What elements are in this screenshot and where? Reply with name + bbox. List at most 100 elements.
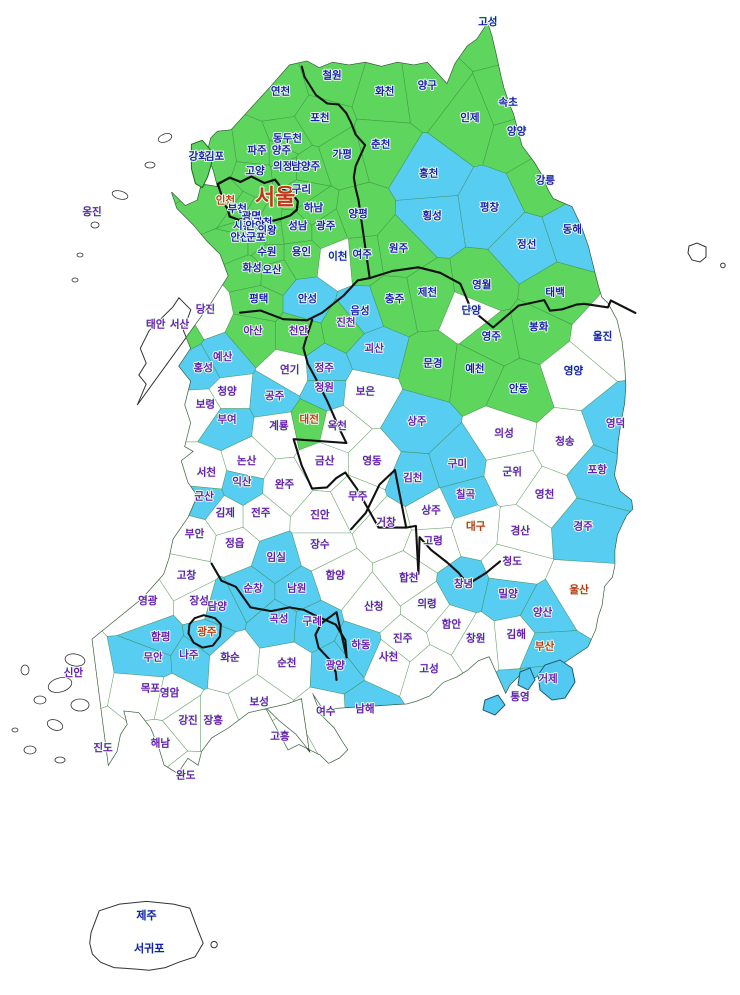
svg-text:정읍: 정읍	[225, 537, 245, 550]
svg-text:옥천: 옥천	[328, 419, 347, 432]
svg-text:울산: 울산	[569, 583, 589, 596]
svg-text:보성: 보성	[250, 695, 269, 708]
svg-text:문경: 문경	[423, 357, 442, 370]
svg-text:고양: 고양	[245, 165, 265, 177]
svg-text:경산: 경산	[511, 524, 531, 537]
svg-text:담양: 담양	[208, 599, 228, 612]
svg-text:계룡: 계룡	[269, 419, 289, 432]
svg-text:화순: 화순	[220, 651, 240, 664]
svg-text:장흥: 장흥	[204, 714, 224, 727]
svg-text:청원: 청원	[315, 380, 334, 393]
svg-text:의령: 의령	[417, 597, 436, 610]
svg-text:괴산: 괴산	[364, 341, 384, 354]
svg-text:사천: 사천	[379, 650, 398, 663]
svg-text:구리: 구리	[292, 183, 311, 196]
svg-text:산청: 산청	[364, 599, 383, 612]
svg-text:가평: 가평	[333, 148, 352, 161]
svg-text:화천: 화천	[375, 85, 394, 98]
svg-text:군위: 군위	[503, 465, 522, 478]
svg-text:순창: 순창	[243, 581, 263, 594]
svg-text:광주: 광주	[197, 626, 217, 638]
svg-text:천안: 천안	[289, 324, 309, 337]
svg-text:이천: 이천	[328, 250, 347, 263]
svg-text:완주: 완주	[275, 478, 295, 491]
svg-text:청양: 청양	[217, 385, 237, 398]
svg-text:고흥: 고흥	[270, 730, 290, 743]
svg-text:울진: 울진	[593, 329, 612, 342]
svg-text:진천: 진천	[336, 315, 355, 328]
svg-text:강릉: 강릉	[536, 173, 556, 186]
svg-text:강진: 강진	[178, 714, 197, 727]
svg-text:정선: 정선	[517, 238, 536, 251]
svg-text:군포: 군포	[246, 232, 266, 244]
svg-text:함평: 함평	[151, 630, 170, 643]
svg-text:칠곡: 칠곡	[456, 487, 476, 500]
svg-text:상주: 상주	[407, 414, 427, 427]
svg-text:아산: 아산	[243, 324, 263, 337]
svg-text:서귀포: 서귀포	[134, 941, 164, 955]
svg-text:보은: 보은	[356, 386, 376, 398]
svg-text:하남: 하남	[304, 201, 324, 214]
svg-text:영양: 영양	[564, 364, 584, 377]
svg-text:통영: 통영	[510, 690, 529, 703]
svg-text:창원: 창원	[466, 632, 485, 645]
svg-text:군산: 군산	[194, 489, 214, 502]
svg-text:제주: 제주	[136, 908, 156, 922]
svg-text:횡성: 횡성	[422, 209, 441, 222]
svg-text:양평: 양평	[348, 207, 367, 220]
svg-text:용인: 용인	[292, 245, 311, 258]
svg-text:고성: 고성	[478, 15, 497, 28]
svg-text:진도: 진도	[93, 741, 113, 754]
svg-text:김해: 김해	[507, 628, 526, 641]
svg-text:광양: 광양	[326, 659, 346, 671]
svg-text:구례: 구례	[303, 615, 322, 628]
svg-text:함양: 함양	[326, 569, 346, 582]
svg-text:서울: 서울	[255, 185, 295, 210]
svg-text:양주: 양주	[272, 145, 292, 157]
svg-text:성남: 성남	[288, 219, 308, 232]
svg-text:양산: 양산	[533, 605, 553, 618]
svg-text:남해: 남해	[355, 702, 374, 715]
svg-text:청송: 청송	[555, 435, 575, 448]
svg-text:여주: 여주	[353, 247, 373, 260]
svg-text:안성: 안성	[298, 292, 317, 305]
svg-text:해남: 해남	[151, 737, 171, 750]
svg-text:남원: 남원	[287, 581, 306, 594]
svg-text:김포: 김포	[205, 151, 225, 163]
svg-text:금산: 금산	[315, 454, 335, 467]
svg-text:고령: 고령	[423, 535, 442, 547]
svg-text:영주: 영주	[482, 329, 502, 342]
svg-text:태안: 태안	[146, 318, 166, 331]
svg-text:진주: 진주	[393, 632, 413, 645]
svg-text:상주: 상주	[421, 504, 441, 517]
svg-text:옹진: 옹진	[82, 205, 101, 218]
svg-text:연기: 연기	[280, 363, 299, 376]
svg-text:창녕: 창녕	[454, 577, 473, 590]
svg-text:영덕: 영덕	[606, 416, 625, 429]
svg-text:거제: 거제	[538, 672, 557, 685]
svg-text:단양: 단양	[462, 304, 482, 317]
svg-text:경주: 경주	[573, 520, 593, 533]
svg-text:포천: 포천	[310, 111, 329, 124]
svg-text:남양주: 남양주	[291, 160, 320, 173]
svg-text:하동: 하동	[351, 638, 371, 651]
svg-text:양양: 양양	[507, 125, 527, 137]
svg-text:예천: 예천	[465, 362, 484, 375]
svg-text:수원: 수원	[257, 245, 276, 258]
svg-text:봉화: 봉화	[529, 320, 549, 333]
svg-text:서천: 서천	[197, 466, 216, 479]
svg-text:서산: 서산	[170, 318, 190, 331]
svg-text:부안: 부안	[185, 527, 205, 540]
svg-text:고창: 고창	[177, 569, 197, 582]
svg-text:곡성: 곡성	[269, 612, 288, 625]
svg-text:홍성: 홍성	[194, 361, 213, 374]
svg-text:오산: 오산	[262, 263, 282, 276]
svg-text:거창: 거창	[376, 515, 396, 528]
svg-text:화성: 화성	[242, 261, 261, 274]
svg-text:고성: 고성	[419, 662, 438, 675]
svg-text:파주: 파주	[247, 144, 267, 157]
svg-text:신안: 신안	[64, 666, 84, 679]
svg-text:무안: 무안	[143, 651, 163, 664]
svg-text:음성: 음성	[350, 304, 369, 317]
svg-text:동해: 동해	[563, 222, 582, 235]
